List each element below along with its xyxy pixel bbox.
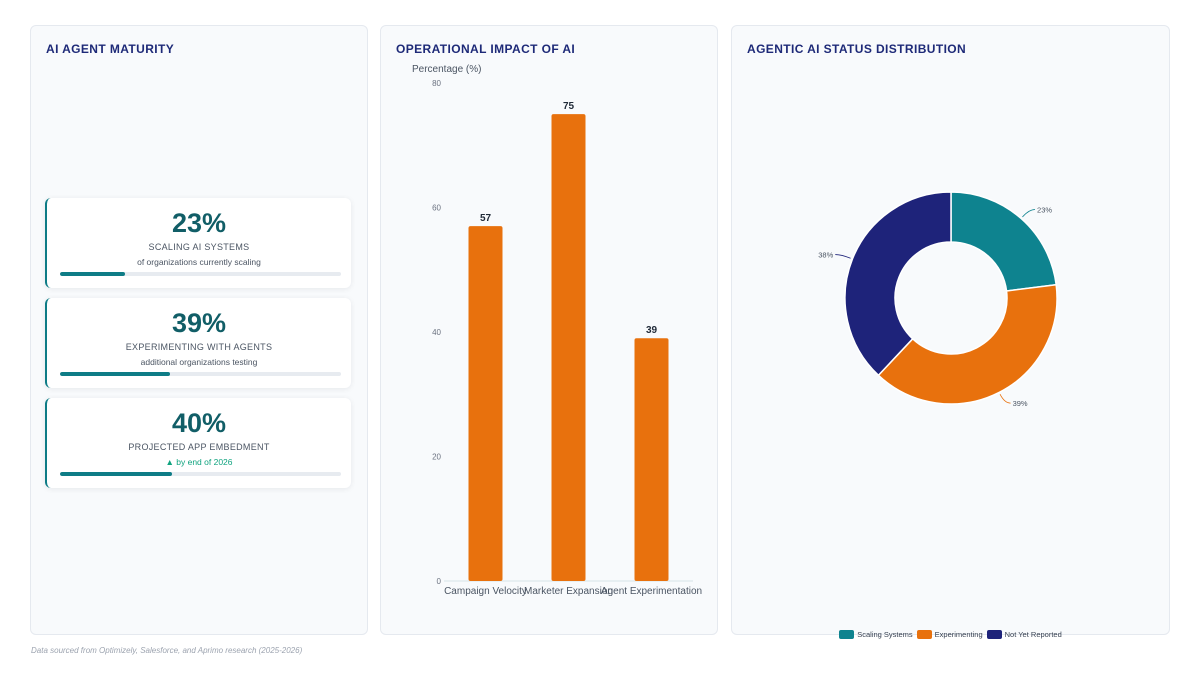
legend-swatch <box>986 630 1002 639</box>
y-tick-label: 60 <box>432 204 441 213</box>
slice-leader-line <box>835 254 851 259</box>
bar-data-label: 39 <box>646 325 658 336</box>
y-tick-label: 20 <box>432 453 441 462</box>
y-axis-label: Percentage (%) <box>412 64 481 75</box>
kpi-trend-subtext: ▲ by end of 2026 <box>165 457 233 467</box>
bar-data-label: 57 <box>480 213 492 224</box>
bar-data-label: 75 <box>563 101 575 112</box>
maturity-panel: AI AGENT MATURITY 23% SCALING AI SYSTEMS… <box>30 25 368 635</box>
kpi-subtext: of organizations currently scaling <box>137 257 261 267</box>
kpi-progress-track <box>60 472 341 476</box>
slice-leader-line <box>999 394 1011 404</box>
legend-item: Not Yet Reported <box>986 630 1062 639</box>
y-tick-label: 0 <box>437 577 442 586</box>
bar-chart: Percentage (%) 0 20 40 60 80 57 Campaign Veloci… <box>412 64 702 597</box>
y-tick-label: 40 <box>432 328 441 337</box>
legend-swatch <box>839 630 855 639</box>
legend-swatch <box>916 630 932 639</box>
slice-data-label: 39% <box>1013 399 1028 408</box>
kpi-value: 23% <box>171 208 227 238</box>
x-tick-label: Agent Experimentation <box>601 586 702 597</box>
bar <box>634 338 669 581</box>
donut-chart: 23% 39% 38% <box>818 191 1058 408</box>
impact-panel: OPERATIONAL IMPACT OF AI Percentage (%) 0… <box>380 25 718 635</box>
slice-data-label: 23% <box>1037 205 1052 214</box>
bar <box>551 114 586 581</box>
legend-label: Not Yet Reported <box>1004 630 1062 639</box>
donut-slice <box>844 191 952 377</box>
kpi-progress-track <box>60 272 341 276</box>
kpi-card-experimenting: 39% EXPERIMENTING WITH AGENTS additional… <box>45 298 351 388</box>
kpi-label: PROJECTED APP EMBEDMENT <box>128 442 270 452</box>
legend-item: Scaling Systems <box>839 630 913 639</box>
donut-slice <box>950 191 1058 292</box>
legend-label: Scaling Systems <box>857 630 913 639</box>
chart-legend: Scaling Systems Experimenting Not Yet Repo… <box>732 630 1169 639</box>
donut-slice <box>877 283 1058 405</box>
kpi-card-scaling: 23% SCALING AI SYSTEMS of organizations … <box>45 198 351 288</box>
legend-label: Experimenting <box>934 630 983 639</box>
x-tick-label: Marketer Expansion <box>524 586 613 597</box>
kpi-progress-fill <box>60 472 173 476</box>
bar <box>468 226 503 582</box>
impact-title: OPERATIONAL IMPACT OF AI <box>396 42 576 56</box>
kpi-progress-fill <box>60 372 170 376</box>
kpi-label: SCALING AI SYSTEMS <box>148 242 250 252</box>
kpi-card-embedment: 40% PROJECTED APP EMBEDMENT ▲ by end of … <box>45 398 351 488</box>
x-tick-label: Campaign Velocity <box>444 586 527 597</box>
maturity-title: AI AGENT MATURITY <box>46 42 175 56</box>
slice-leader-line <box>1022 209 1036 218</box>
source-footnote: Data sourced from Optimizely, Salesforce… <box>31 646 303 655</box>
kpi-value: 39% <box>171 308 227 338</box>
kpi-subtext: additional organizations testing <box>140 357 258 367</box>
legend-item: Experimenting <box>916 630 983 639</box>
kpi-label: EXPERIMENTING WITH AGENTS <box>125 342 273 352</box>
slice-data-label: 38% <box>818 251 833 260</box>
y-tick-label: 80 <box>432 79 441 88</box>
kpi-progress-track <box>60 372 341 376</box>
status-panel: AGENTIC AI STATUS DISTRIBUTION 23% 39% 38%… <box>731 25 1170 639</box>
kpi-progress-fill <box>60 272 125 276</box>
kpi-value: 40% <box>171 408 227 438</box>
status-title: AGENTIC AI STATUS DISTRIBUTION <box>747 42 967 56</box>
